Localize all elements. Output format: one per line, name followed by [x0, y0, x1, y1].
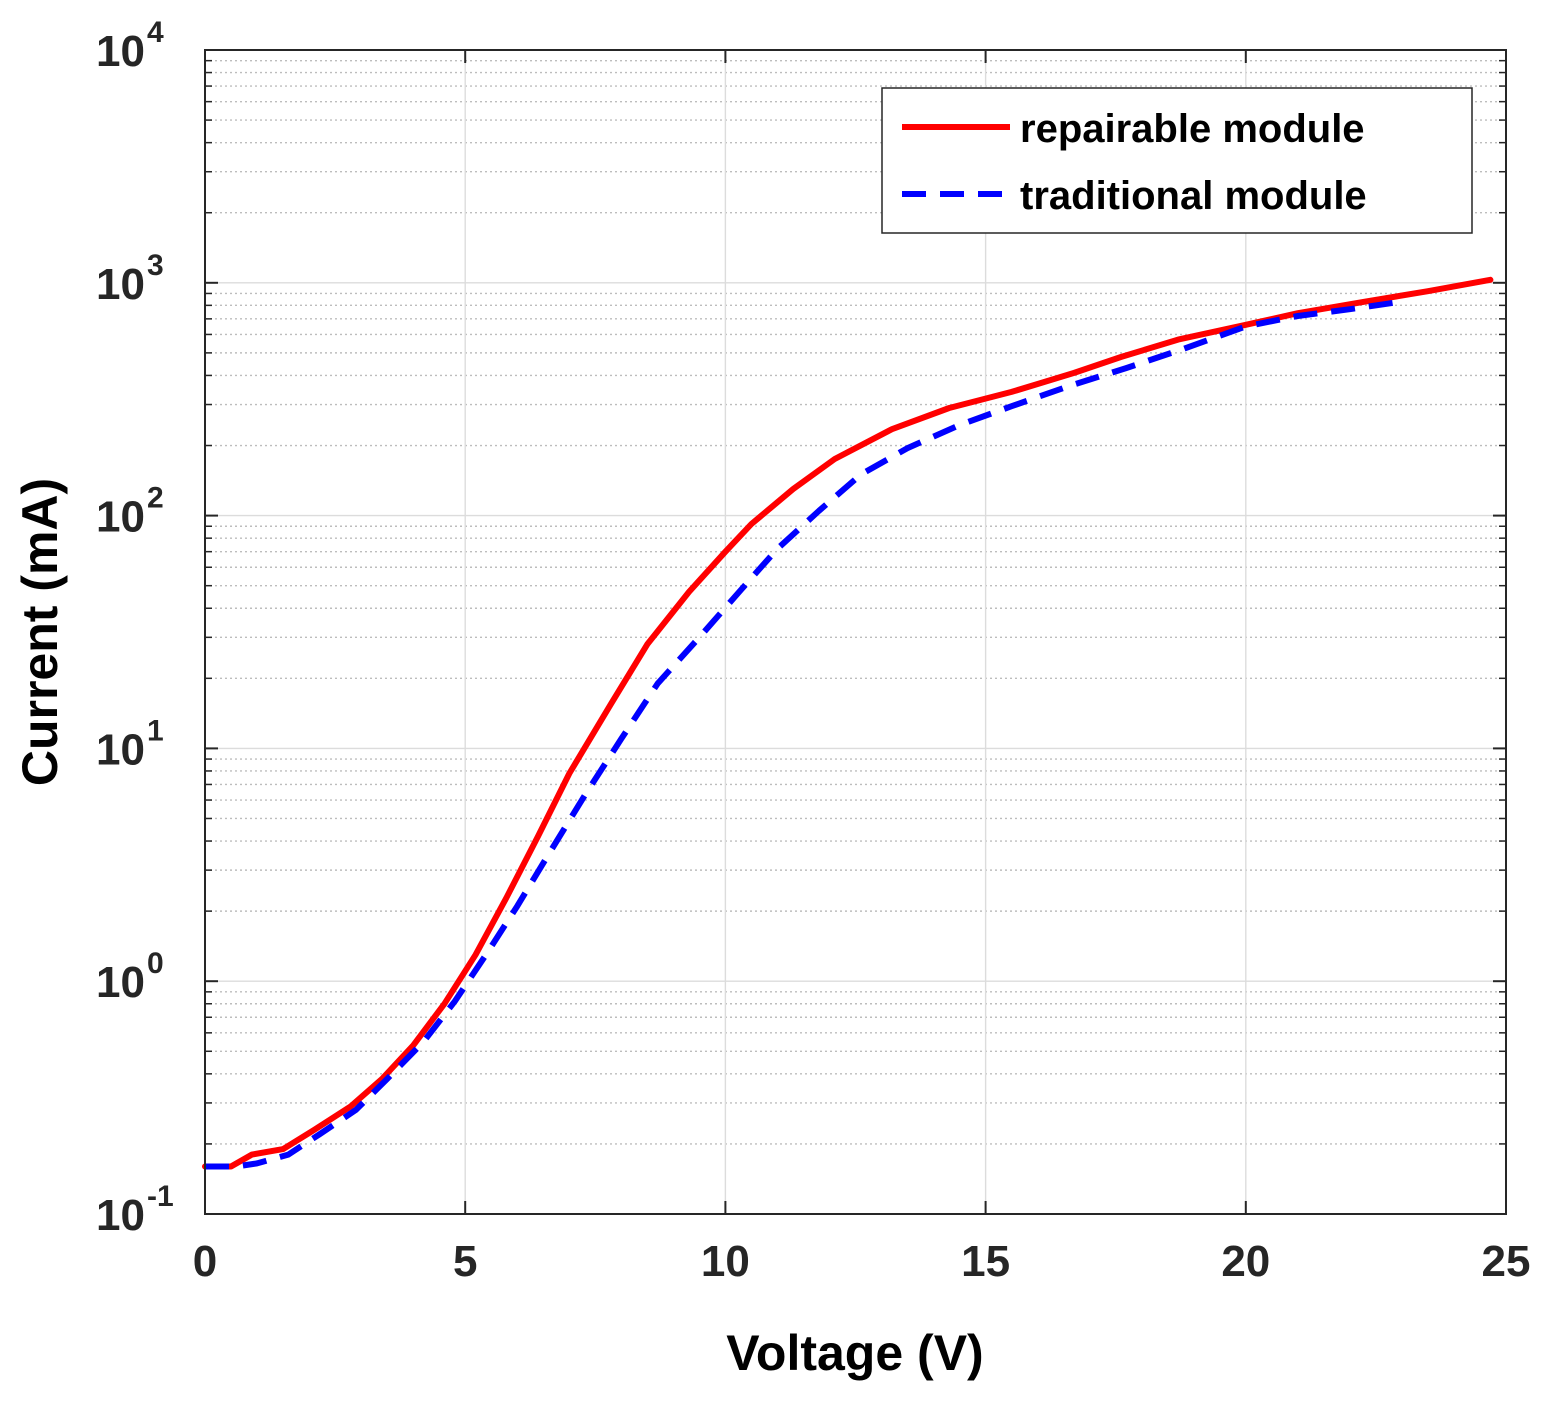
series-layer [202, 276, 1494, 1170]
y-tick-label: 10 -1 [96, 1180, 174, 1240]
x-tick-label: 15 [961, 1237, 1010, 1286]
y-tick-label: 10 2 [96, 482, 164, 542]
y-tick-base: 10 [96, 260, 145, 309]
y-tick-base: 10 [96, 725, 145, 774]
tick-marks [204, 49, 1507, 1215]
y-tick-exponent: 3 [147, 249, 164, 282]
y-tick-label: 10 0 [96, 947, 164, 1007]
y-axis-title: Current (mA) [12, 478, 68, 786]
x-axis-title: Voltage (V) [726, 1325, 983, 1381]
y-tick-exponent: 2 [147, 482, 164, 515]
y-tick-exponent: -1 [147, 1180, 174, 1213]
legend-box [881, 87, 1473, 234]
x-tick-label: 5 [453, 1237, 477, 1286]
x-tick-label: 25 [1482, 1237, 1531, 1286]
y-tick-base: 10 [96, 1191, 145, 1240]
legend: repairable module traditional module [881, 87, 1473, 234]
series-line-traditional [205, 298, 1403, 1170]
x-tick-labels: 0 5 10 15 20 25 [193, 1237, 1531, 1286]
y-tick-label: 10 3 [96, 249, 164, 309]
y-tick-exponent: 0 [147, 947, 164, 980]
x-tick-label: 0 [193, 1237, 217, 1286]
y-tick-base: 10 [96, 958, 145, 1007]
legend-label-traditional: traditional module [1020, 174, 1367, 218]
series-line-repairable [202, 276, 1494, 1170]
y-tick-label: 10 1 [96, 714, 164, 774]
x-tick-label: 10 [701, 1237, 750, 1286]
legend-label-repairable: repairable module [1020, 107, 1365, 151]
y-tick-exponent: 4 [147, 16, 164, 49]
minor-grid [205, 59, 1506, 1145]
x-tick-label: 20 [1221, 1237, 1270, 1286]
plot-frame [204, 49, 1507, 1215]
y-tick-exponent: 1 [147, 714, 164, 747]
y-tick-label: 10 4 [96, 16, 164, 76]
y-tick-base: 10 [96, 27, 145, 76]
plot-background [205, 50, 1506, 1214]
y-tick-base: 10 [96, 493, 145, 542]
